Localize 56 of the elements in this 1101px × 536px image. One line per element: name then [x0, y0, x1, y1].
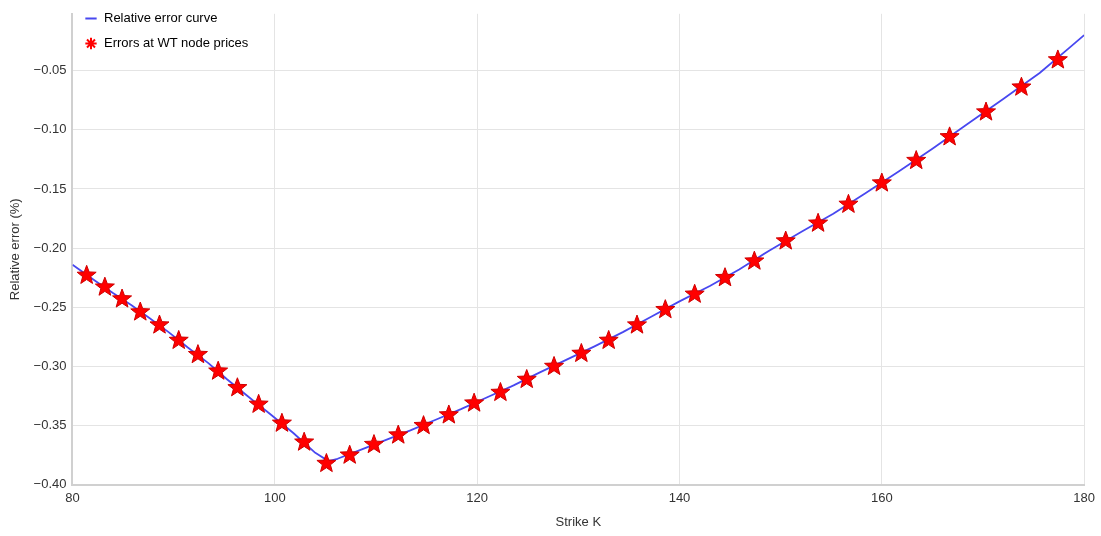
point — [939, 126, 960, 146]
x-tick-label: 180 — [1073, 490, 1096, 506]
point — [339, 444, 360, 464]
point — [626, 314, 648, 334]
legend-label: Errors at WT node prices — [103, 35, 249, 51]
point — [775, 230, 796, 250]
point — [976, 101, 997, 121]
point — [388, 424, 409, 444]
point — [168, 329, 189, 350]
x-tick-label: 120 — [466, 490, 489, 506]
y-tick-label: −0.40 — [33, 476, 67, 492]
point — [76, 264, 97, 284]
y-tick-label: −0.05 — [33, 62, 67, 78]
point — [655, 299, 676, 319]
y-tick-label: −0.20 — [33, 239, 67, 255]
point — [684, 283, 705, 303]
y-tick-label: −0.25 — [33, 298, 67, 314]
point — [1047, 49, 1068, 69]
legend-label: Relative error curve — [103, 10, 218, 26]
x-tick-label: 80 — [65, 490, 80, 506]
point — [516, 368, 537, 389]
point — [598, 329, 619, 350]
y-tick-label: −0.10 — [33, 121, 67, 137]
y-tick-label: −0.30 — [33, 358, 67, 374]
point — [871, 172, 892, 192]
x-tick-label: 100 — [263, 490, 286, 506]
point — [906, 150, 927, 170]
point — [544, 355, 565, 376]
y-tick-label: −0.15 — [33, 180, 67, 196]
point — [744, 250, 765, 270]
point — [438, 404, 459, 424]
point — [149, 314, 170, 334]
x-tick-label: 160 — [870, 490, 893, 506]
point — [112, 288, 133, 308]
point — [413, 415, 434, 435]
x-axis-title: Strike K — [555, 513, 602, 529]
point — [248, 393, 269, 413]
point — [464, 392, 485, 412]
point — [271, 412, 292, 432]
point — [94, 276, 115, 296]
y-axis-title: Relative error (%) — [7, 198, 23, 301]
y-tick-label: −0.35 — [33, 417, 67, 433]
point — [715, 267, 736, 287]
point — [1011, 76, 1032, 96]
point — [808, 212, 829, 232]
point — [838, 193, 859, 213]
point — [490, 381, 511, 402]
x-tick-label: 140 — [668, 490, 691, 506]
point — [130, 301, 151, 321]
point — [187, 344, 208, 364]
point — [208, 360, 229, 380]
point — [316, 453, 337, 473]
point — [294, 431, 315, 451]
point — [227, 377, 248, 397]
point — [363, 434, 384, 454]
point — [571, 342, 592, 363]
